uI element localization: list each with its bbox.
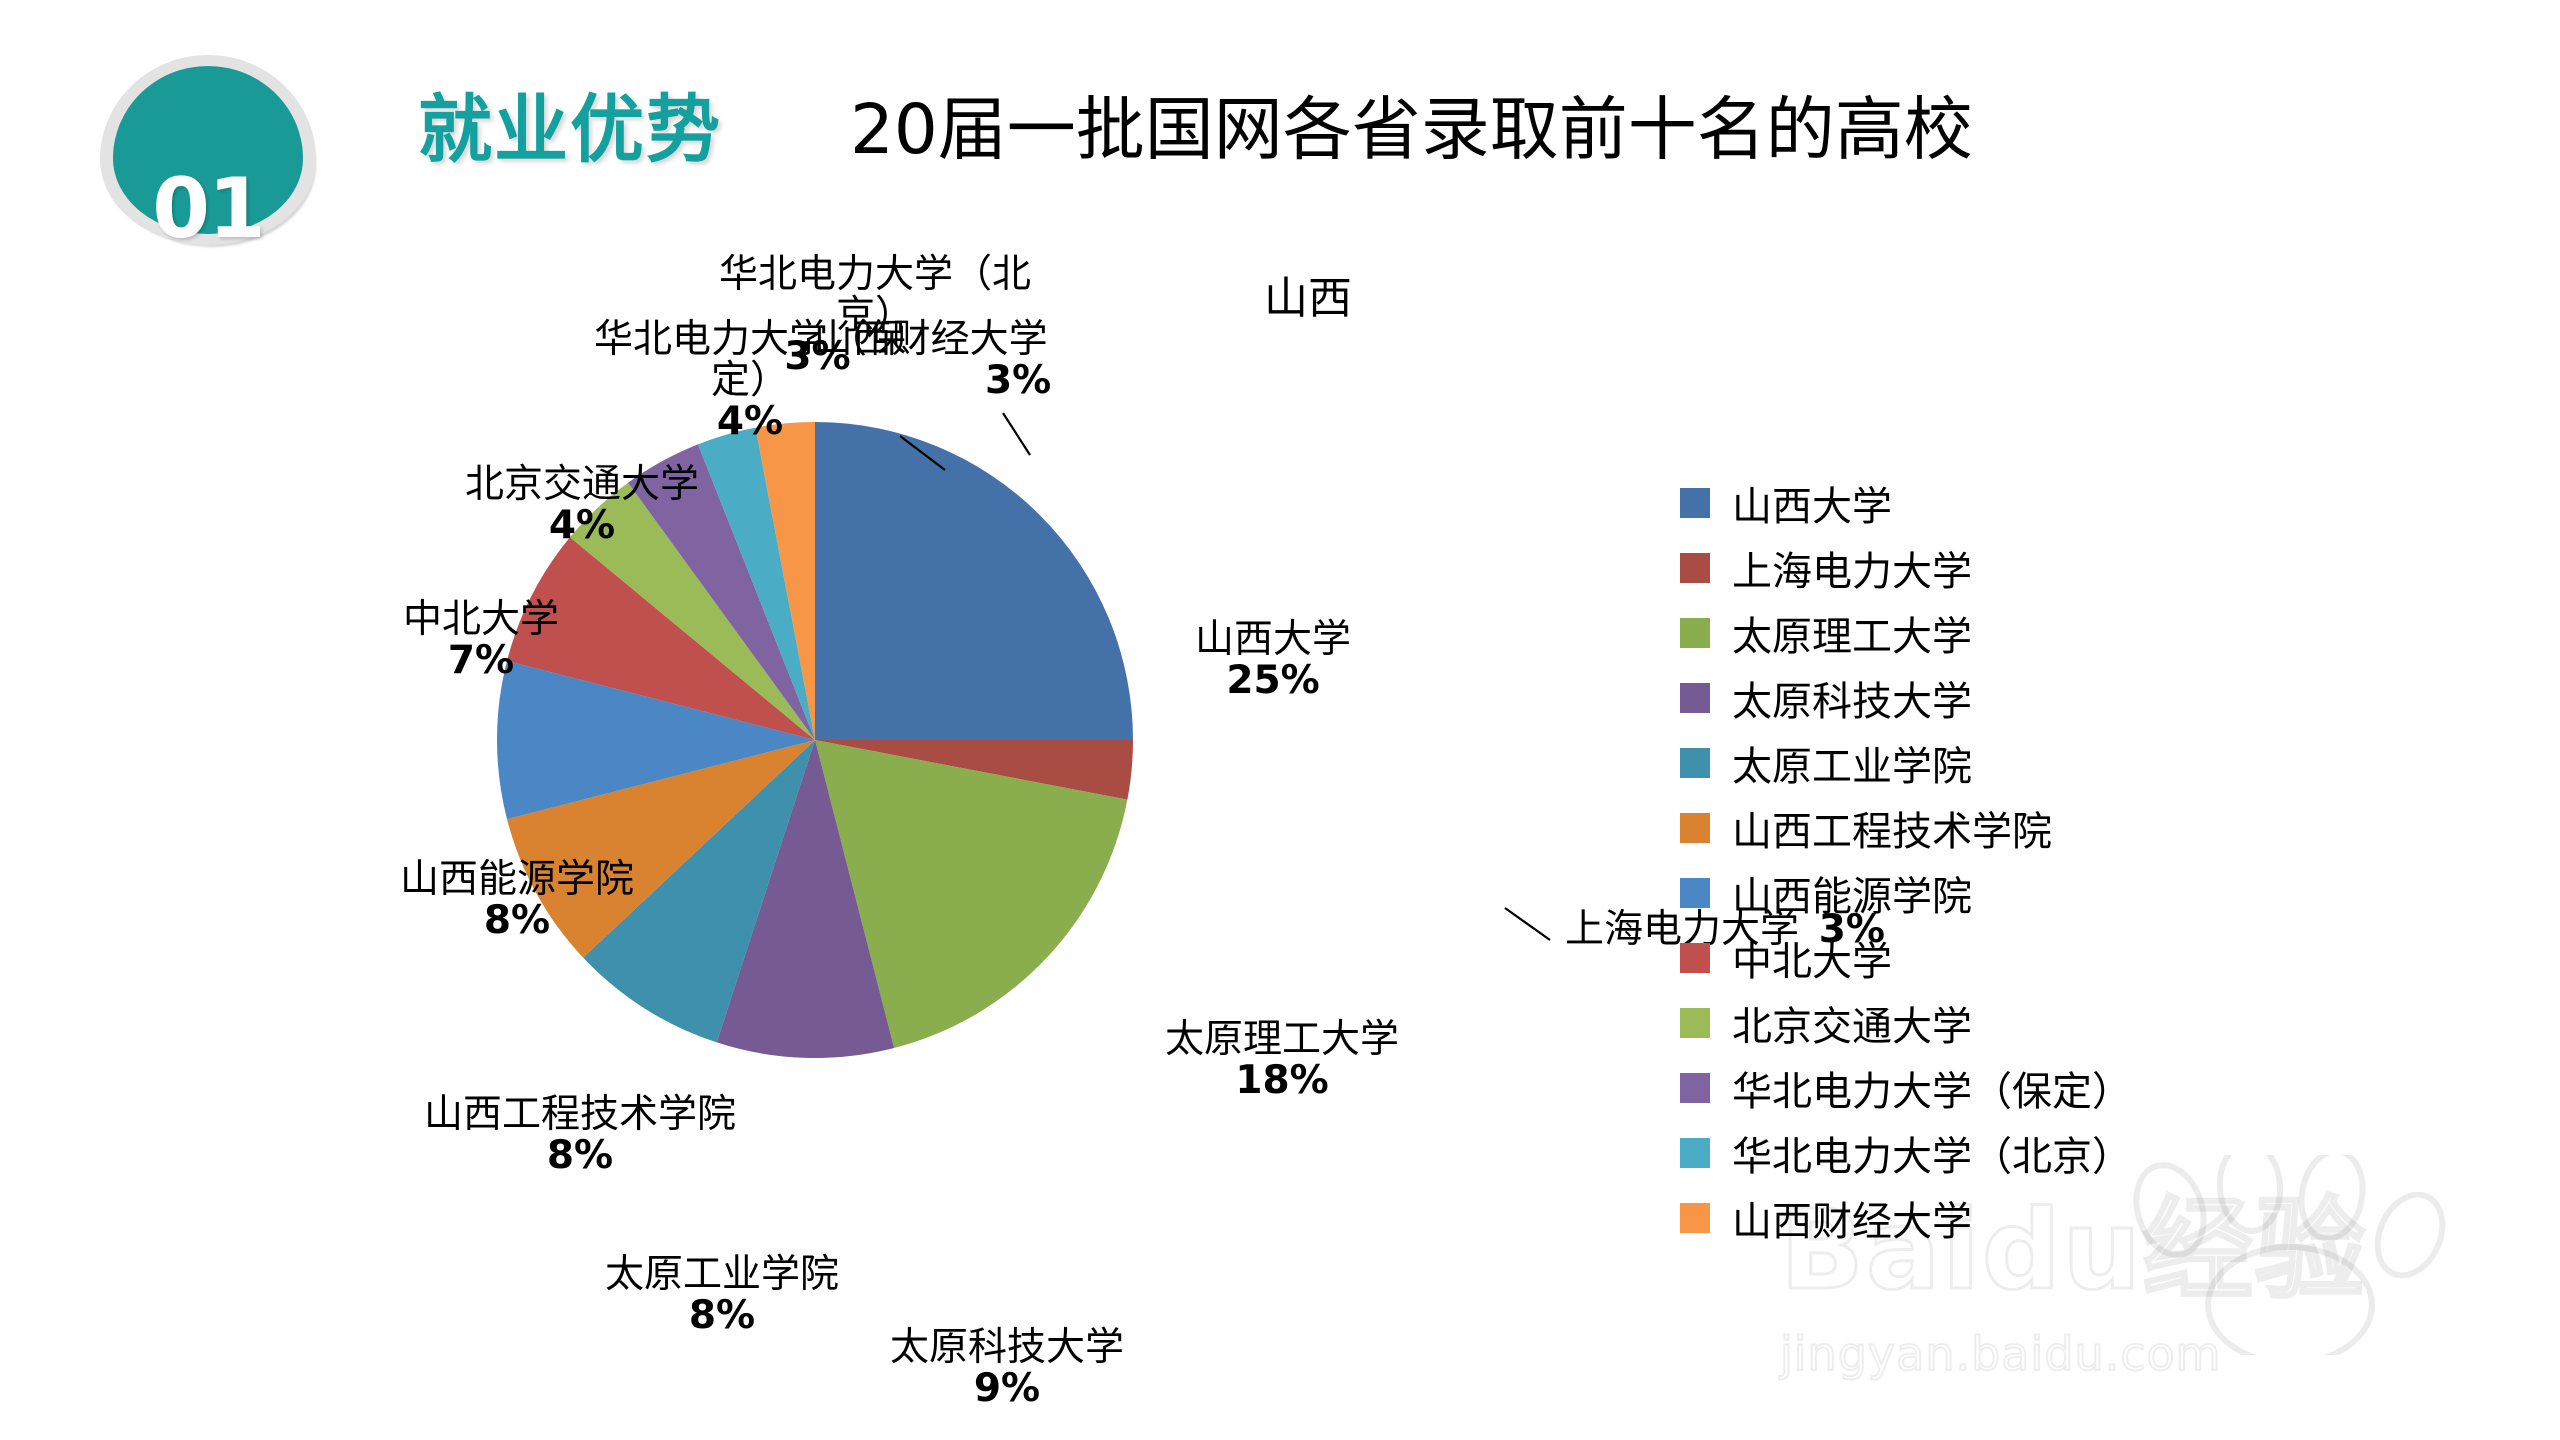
- legend-label: 山西能源学院: [1732, 873, 1972, 919]
- slice-label-name: 山西财经大学: [813, 318, 1048, 361]
- legend-label: 华北电力大学（保定）: [1732, 1068, 2132, 1114]
- slice-label-percent: 8%: [483, 897, 551, 943]
- legend-label: 太原理工大学: [1732, 613, 1972, 659]
- slice-label-shanxi-university: 山西大学 25%: [1195, 618, 1352, 703]
- slice-label-name: 山西工程技术学院: [423, 1093, 736, 1136]
- legend-color-swatch: [1680, 812, 1710, 843]
- pie-slice[interactable]: [506, 537, 815, 740]
- slice-label-north-university-china: 中北大学 7%: [403, 598, 560, 683]
- legend-color-swatch: [1680, 942, 1710, 973]
- slice-label-name: 北京交通大学: [465, 463, 700, 506]
- slice-label-shanxi-engineering: 山西工程技术学院 8%: [400, 1093, 760, 1178]
- chart-legend: 山西大学上海电力大学 太原理工大学 太原科技大学 太原工业学院山西工程技术学院 山西能源…: [1680, 470, 2132, 1250]
- pie-slice[interactable]: [755, 422, 815, 740]
- badge-number-label: 01: [152, 160, 266, 257]
- legend-label: 太原工业学院: [1732, 743, 1972, 789]
- legend-label: 山西财经大学: [1732, 1198, 1972, 1244]
- slice-label-percent: 3%: [985, 357, 1052, 403]
- legend-color-swatch: [1680, 552, 1710, 583]
- legend-color-swatch: [1680, 1007, 1710, 1038]
- legend-item[interactable]: 太原科技大学: [1680, 665, 2132, 730]
- pie-slices: [497, 422, 1133, 1058]
- legend-item[interactable]: 山西大学: [1680, 470, 2132, 535]
- slice-label-percent: 8%: [688, 1292, 756, 1338]
- slice-label-percent: 4%: [548, 502, 616, 548]
- legend-item[interactable]: 太原理工大学: [1680, 600, 2132, 665]
- pie-slice[interactable]: [583, 740, 815, 1043]
- legend-color-swatch: [1680, 1137, 1710, 1168]
- slide-header: 01 就业优势 20届一批国网各省录取前十名的高校: [0, 0, 2560, 250]
- legend-color-swatch: [1680, 682, 1710, 713]
- slice-label-shanghai-power: 上海电力大学 3%: [1565, 907, 1885, 952]
- legend-item[interactable]: 山西能源学院: [1680, 860, 2132, 925]
- legend-label: 太原科技大学: [1732, 678, 1972, 724]
- slice-label-percent: 4%: [716, 398, 784, 444]
- legend-item[interactable]: 中北大学: [1680, 925, 2132, 990]
- pie-slice[interactable]: [569, 482, 815, 740]
- legend-item[interactable]: 北京交通大学: [1680, 990, 2132, 1055]
- pie-slice[interactable]: [697, 427, 815, 740]
- slice-label-name: 华北电力大学（北京）: [718, 253, 1031, 337]
- slice-label-name: 中北大学: [403, 598, 560, 641]
- legend-item[interactable]: 华北电力大学（北京）: [1680, 1120, 2132, 1185]
- slice-label-name: 太原工业学院: [605, 1253, 840, 1296]
- pie-slice[interactable]: [628, 444, 815, 740]
- legend-item[interactable]: 上海电力大学: [1680, 535, 2132, 600]
- slice-label-name: 华北电力大学（保定）: [593, 318, 906, 402]
- slice-label-shanxi-energy: 山西能源学院 8%: [400, 858, 635, 943]
- legend-color-swatch: [1680, 747, 1710, 778]
- slice-label-taiyuan-gongye: 太原工业学院 8%: [605, 1253, 840, 1338]
- slice-label-name: 山西大学: [1195, 618, 1352, 661]
- legend-label: 山西大学: [1732, 483, 1892, 529]
- slice-label-ncepu-baoding: 华北电力大学（保定） 4%: [585, 318, 915, 444]
- slice-label-taiyuan-tech: 太原理工大学 18%: [1165, 1018, 1400, 1103]
- slice-label-ncepu-beijing: 华北电力大学（北京） 3%: [710, 253, 1040, 378]
- pie-slice[interactable]: [506, 740, 815, 958]
- legend-color-swatch: [1680, 1072, 1710, 1103]
- slice-label-percent: 18%: [1235, 1057, 1329, 1103]
- pie-slice[interactable]: [815, 740, 1128, 1049]
- legend-color-swatch: [1680, 487, 1710, 518]
- legend-item[interactable]: 太原工业学院: [1680, 730, 2132, 795]
- slice-label-percent: 9%: [973, 1365, 1041, 1411]
- page-title: 20届一批国网各省录取前十名的高校: [850, 90, 1973, 170]
- pie-slice[interactable]: [815, 422, 1133, 740]
- legend-label: 华北电力大学（北京）: [1732, 1133, 2132, 1179]
- slice-label-percent: 3%: [784, 333, 851, 379]
- legend-label: 上海电力大学: [1732, 548, 1972, 594]
- legend-color-swatch: [1680, 1202, 1710, 1233]
- legend-item[interactable]: 山西财经大学: [1680, 1185, 2132, 1250]
- section-accent-title: 就业优势: [418, 87, 722, 173]
- pie-slice[interactable]: [815, 740, 1133, 800]
- chart-title: 山西: [1264, 274, 1352, 323]
- slice-label-percent: 7%: [447, 637, 515, 683]
- legend-item[interactable]: 华北电力大学（保定）: [1680, 1055, 2132, 1120]
- legend-label: 北京交通大学: [1732, 1003, 1972, 1049]
- slice-label-percent: 3%: [1818, 907, 1885, 952]
- legend-color-swatch: [1680, 617, 1710, 648]
- slice-label-percent: 8%: [546, 1132, 614, 1178]
- badge-oval: 01: [113, 66, 303, 250]
- legend-label: 中北大学: [1732, 938, 1892, 984]
- legend-color-swatch: [1680, 877, 1710, 908]
- pie-slice[interactable]: [716, 740, 895, 1058]
- slice-label-shanxi-finance: 山西财经大学 3%: [810, 318, 1052, 403]
- slice-label-name: 太原理工大学: [1165, 1018, 1400, 1061]
- slice-label-beijing-jiaotong: 北京交通大学 4%: [465, 463, 700, 548]
- slice-label-percent: 25%: [1226, 657, 1320, 703]
- legend-item[interactable]: 山西工程技术学院: [1680, 795, 2132, 860]
- pie-slice[interactable]: [497, 660, 815, 820]
- leader-line-shdl: [1504, 907, 1551, 941]
- slice-label-name: 太原科技大学: [890, 1326, 1125, 1369]
- section-number-badge: 01: [100, 55, 330, 255]
- slice-label-name: 山西能源学院: [400, 858, 635, 901]
- pie-svg: [497, 422, 1133, 1058]
- legend-label: 山西工程技术学院: [1732, 808, 2052, 854]
- slice-label-taiyuan-keji: 太原科技大学 9%: [890, 1326, 1125, 1411]
